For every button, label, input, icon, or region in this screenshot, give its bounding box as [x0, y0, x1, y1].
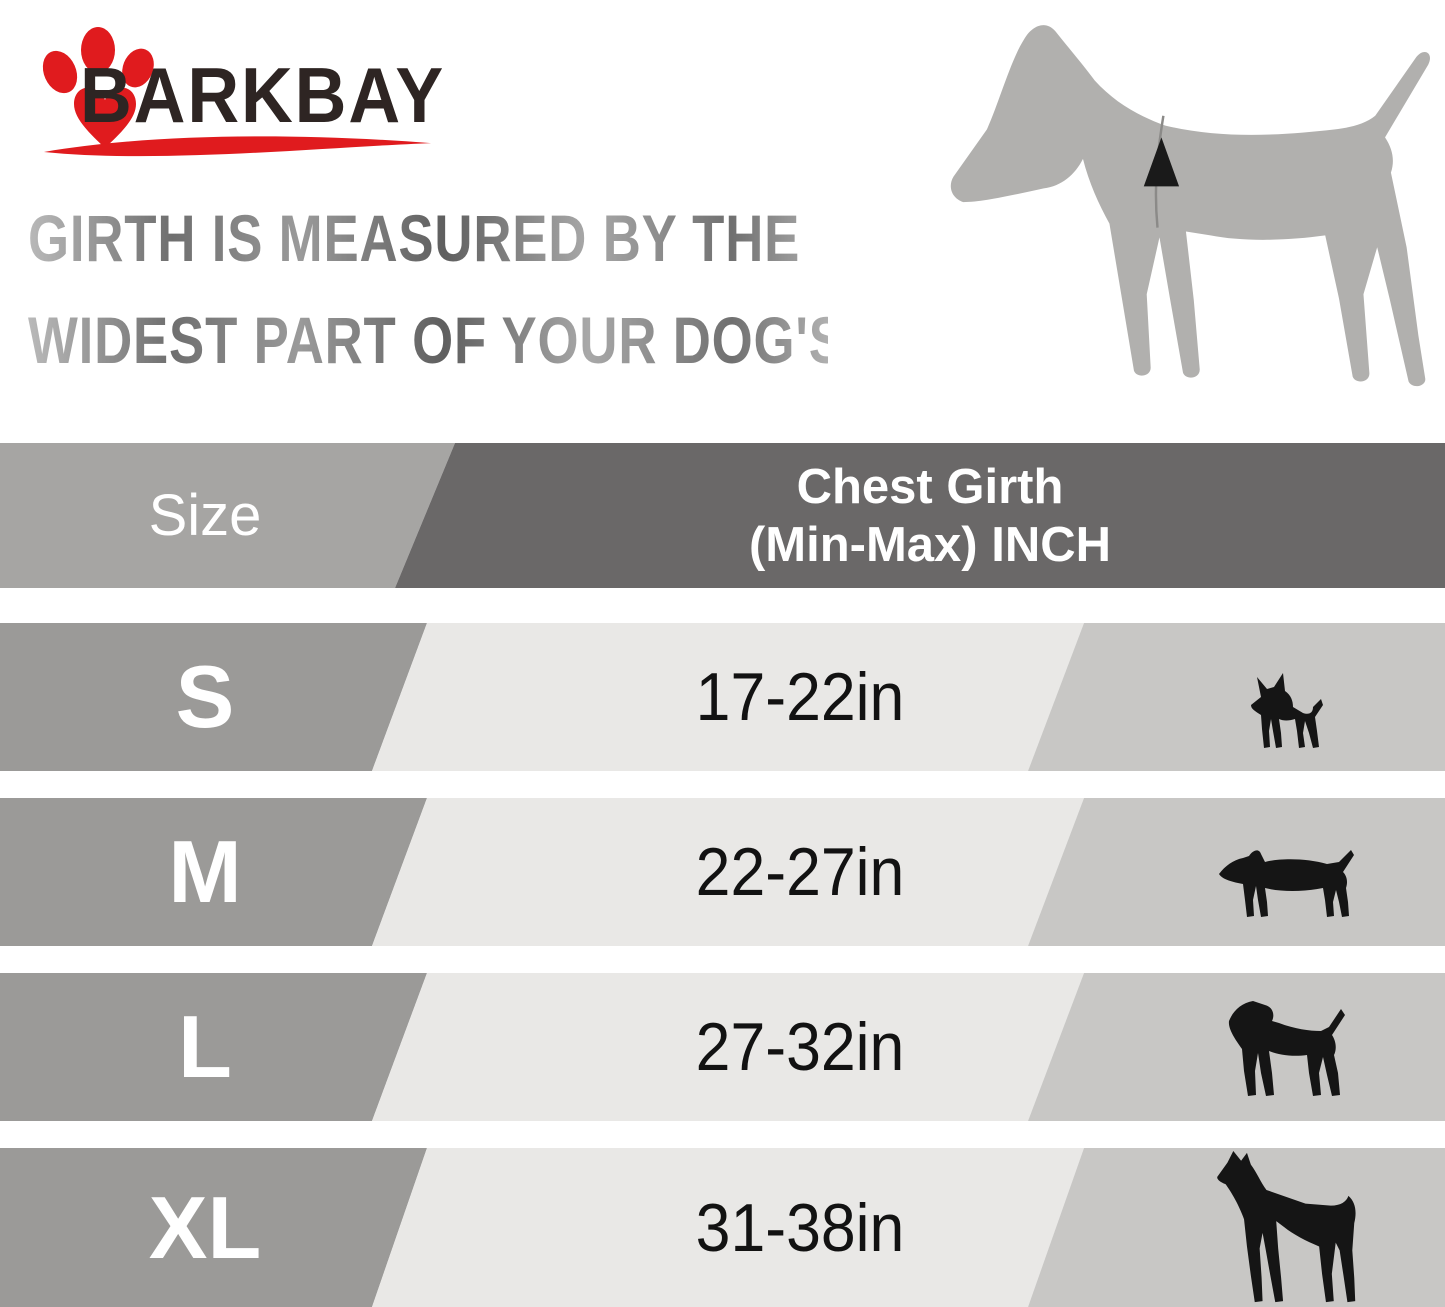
girth-cell — [372, 973, 1084, 1121]
labrador-dog-icon — [1228, 1001, 1345, 1096]
paw-print-icon — [42, 27, 154, 148]
girth-cell — [372, 623, 1084, 771]
girth-header-line-2: (Min-Max) INCH — [748, 517, 1112, 572]
instruction-line-1: GIRTH IS MEASURED BY THE — [28, 200, 828, 276]
girth-value: 31-38in — [695, 1189, 905, 1266]
table-row-size-s: S 17-22in — [0, 623, 1445, 771]
dachshund-dog-icon — [1219, 850, 1354, 917]
size-value: M — [168, 822, 242, 921]
brand-name: BARKBAY — [80, 51, 446, 139]
girth-cell — [372, 1148, 1084, 1307]
girth-value: 27-32in — [695, 1009, 905, 1085]
girth-column-header: Chest Girth (Min-Max) INCH — [560, 443, 1300, 588]
size-value: S — [175, 647, 235, 746]
size-column-header: Size — [148, 483, 262, 548]
girth-value: 22-27in — [695, 834, 905, 910]
brand-logo: BARKBAY — [22, 12, 446, 172]
measurement-instruction: GIRTH IS MEASURED BY THE WIDEST PART OF … — [28, 200, 1053, 378]
great-dane-dog-icon — [1217, 1150, 1356, 1303]
girth-header-line-1: Chest Girth — [796, 459, 1064, 514]
table-row-size-m: M 22-27in — [0, 798, 1445, 946]
dog-silhouette-girth-marker-icon — [950, 25, 1430, 387]
icon-cell — [1028, 623, 1445, 771]
size-cell — [0, 798, 427, 946]
size-cell — [0, 623, 427, 771]
header-size-cell — [0, 443, 455, 588]
table-header-row: Size Chest Girth (Min-Max) INCH — [0, 443, 1445, 588]
size-cell — [0, 1148, 427, 1307]
icon-cell — [1028, 973, 1445, 1121]
table-row-size-l: L 27-32in — [0, 973, 1445, 1121]
logo-underline-swoosh — [43, 136, 432, 157]
girth-arrow-marker — [1143, 137, 1180, 187]
table-row-size-xl: XL 31-38in — [0, 1148, 1445, 1307]
girth-cell — [372, 798, 1084, 946]
size-cell — [0, 973, 427, 1121]
size-value: XL — [148, 1177, 262, 1277]
size-value: L — [178, 997, 232, 1096]
header-girth-cell — [395, 443, 1445, 588]
girth-value: 17-22in — [695, 659, 905, 735]
instruction-line-2: WIDEST PART OF YOUR DOG'S CHEST. — [28, 303, 1053, 377]
chihuahua-dog-icon — [1251, 673, 1323, 748]
